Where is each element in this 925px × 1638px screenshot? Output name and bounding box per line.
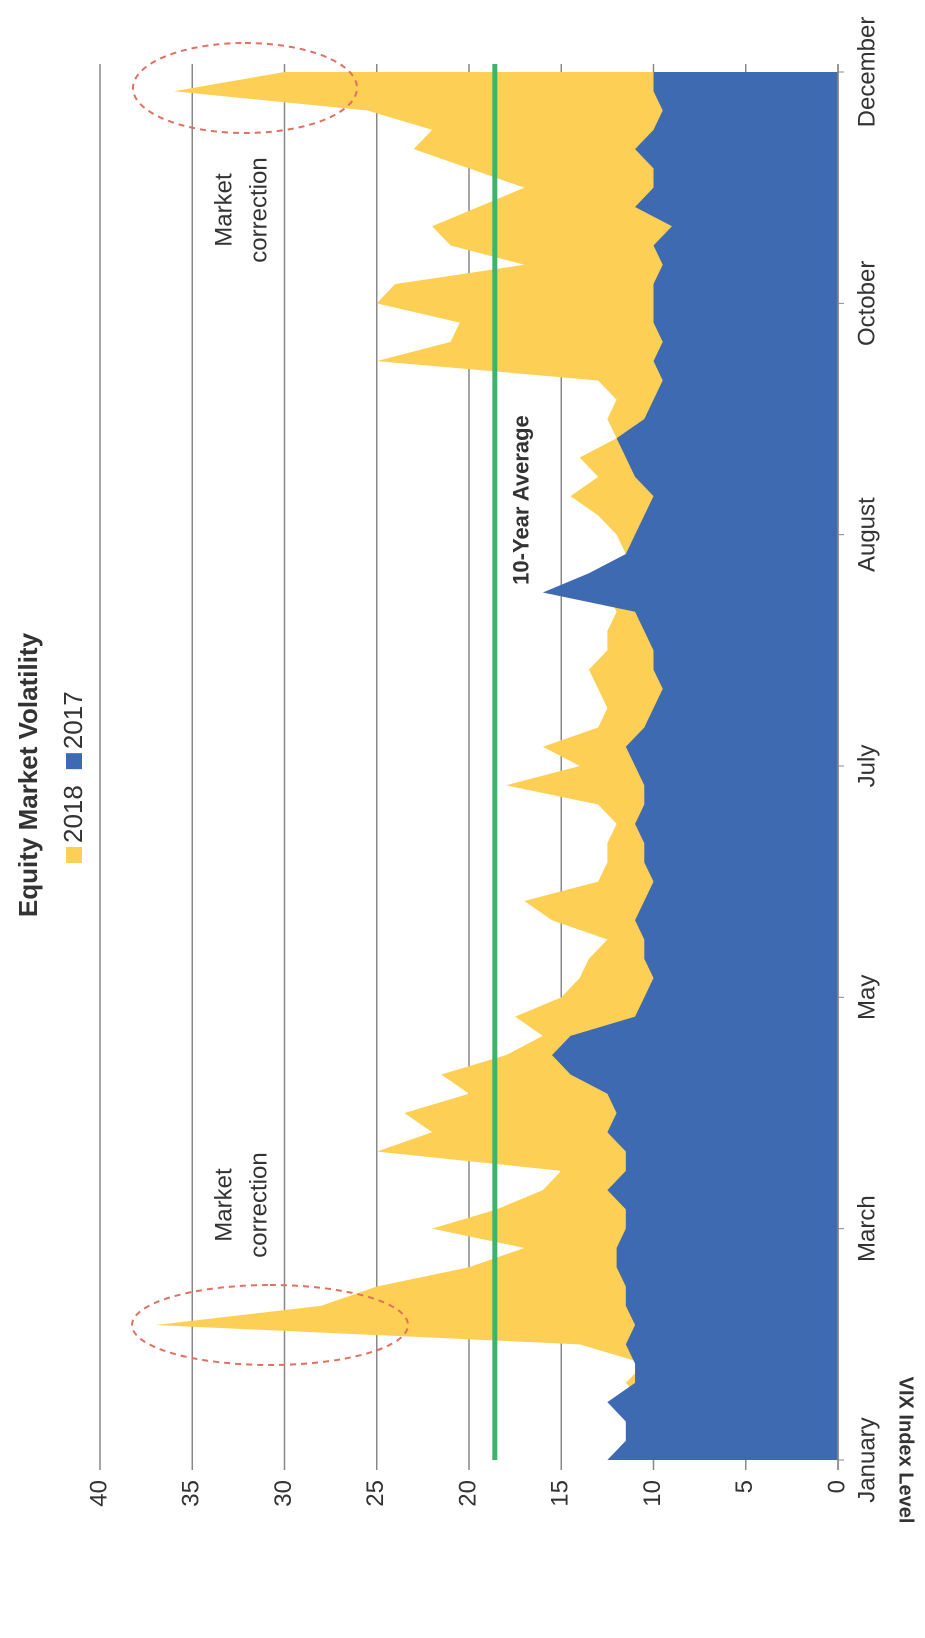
y-tick-label: 30 bbox=[270, 1480, 297, 1507]
annotation: correction bbox=[245, 1152, 272, 1257]
highlight-ellipse bbox=[131, 1284, 409, 1366]
reference-label: 10-Year Average bbox=[509, 415, 534, 585]
y-tick-label: 20 bbox=[454, 1480, 481, 1507]
x-tick-label: August bbox=[853, 497, 880, 572]
y-tick-label: 5 bbox=[731, 1480, 758, 1493]
area bbox=[542, 72, 838, 1460]
y-axis-label: VIX Index Level bbox=[895, 1377, 917, 1524]
legend-label: 2018 bbox=[58, 785, 88, 843]
y-tick-label: 25 bbox=[362, 1480, 389, 1507]
legend-swatch bbox=[66, 847, 82, 863]
x-tick-label: March bbox=[853, 1195, 880, 1262]
y-tick-label: 10 bbox=[639, 1480, 666, 1507]
highlight-ellipse bbox=[132, 42, 358, 134]
x-tick-label: May bbox=[853, 975, 880, 1020]
y-tick-label: 0 bbox=[823, 1480, 850, 1493]
y-tick-label: 35 bbox=[178, 1480, 205, 1507]
x-tick-label: July bbox=[853, 745, 880, 788]
annotation: correction bbox=[245, 157, 272, 262]
legend-label: 2017 bbox=[58, 691, 88, 749]
legend-swatch bbox=[66, 753, 82, 770]
rotated-frame: Equity Market Volatility VIX Index Level… bbox=[13, 17, 917, 1524]
x-tick-label: January bbox=[853, 1417, 880, 1502]
y-tick-label: 40 bbox=[85, 1480, 112, 1507]
y-tick-label: 15 bbox=[547, 1480, 574, 1507]
annotation: Market bbox=[210, 173, 237, 247]
x-tick-label: October bbox=[853, 261, 880, 346]
chart-title: Equity Market Volatility bbox=[13, 632, 43, 917]
annotation: Market bbox=[210, 1168, 237, 1242]
x-tick-label: December bbox=[853, 17, 880, 128]
